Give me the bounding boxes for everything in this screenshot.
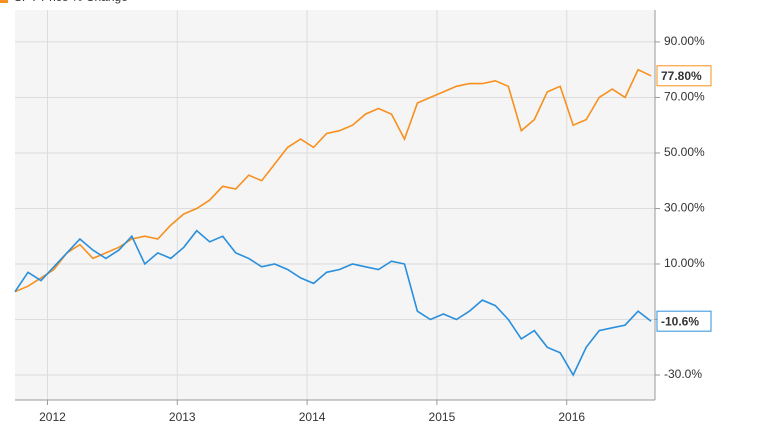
legend-swatch <box>0 0 8 3</box>
y-tick-label: 70.00% <box>664 90 705 104</box>
y-tick-label: 30.00% <box>664 201 705 215</box>
series-line <box>14 68 652 293</box>
end-label-box <box>656 310 712 332</box>
x-tick-label: 2016 <box>558 410 585 424</box>
end-label: 77.80% <box>661 69 702 83</box>
end-label: -10.6% <box>661 314 699 328</box>
y-tick-label: 90.00% <box>664 34 705 48</box>
series-line <box>14 229 652 377</box>
y-tick-label: -30.0% <box>664 367 702 381</box>
x-tick-label: 2013 <box>169 410 196 424</box>
x-tick-label: 2015 <box>429 410 456 424</box>
legend-label: SPY Price % Change <box>14 0 128 4</box>
y-tick-label: 10.00% <box>664 256 705 270</box>
x-tick-label: 2014 <box>299 410 326 424</box>
x-tick-label: 2012 <box>39 410 66 424</box>
plot-area <box>15 10 655 400</box>
y-tick-label: 50.00% <box>664 145 705 159</box>
end-label-box <box>656 65 712 87</box>
